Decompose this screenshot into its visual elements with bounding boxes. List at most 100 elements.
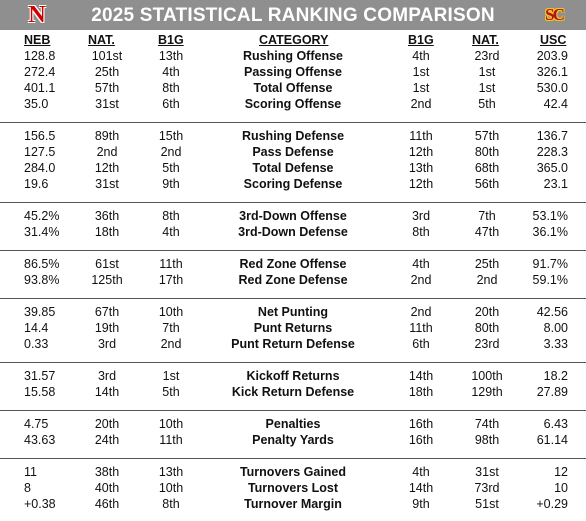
neb-national-rank: 57th <box>94 81 120 95</box>
usc-value: 42.4 <box>543 97 568 111</box>
neb-value: +0.38 <box>24 497 56 511</box>
usc-national-rank: 57th <box>474 129 500 143</box>
usc-logo-icon: SC <box>545 5 565 24</box>
neb-value: 8 <box>24 481 31 495</box>
neb-national-rank: 125th <box>91 273 123 287</box>
category-label: Turnovers Gained <box>239 465 347 479</box>
neb-value: 128.8 <box>24 49 56 63</box>
usc-b1g-rank: 4th <box>412 257 430 271</box>
category-label: Penalties <box>265 417 321 431</box>
category-label: Red Zone Defense <box>238 273 348 287</box>
neb-value: 31.4% <box>24 225 60 239</box>
nebraska-logo-icon: N <box>28 2 46 28</box>
neb-b1g-rank: 13th <box>158 465 184 479</box>
usc-national-rank: 25th <box>474 257 500 271</box>
neb-national-rank: 31st <box>95 177 119 191</box>
neb-value: 401.1 <box>24 81 56 95</box>
category-label: Passing Offense <box>244 65 342 79</box>
category-label: Red Zone Offense <box>239 257 347 271</box>
usc-value: 10 <box>554 481 568 495</box>
neb-b1g-rank: 8th <box>162 209 180 223</box>
category-label: Kick Return Defense <box>231 385 355 399</box>
section-divider <box>0 362 586 363</box>
section-divider <box>0 410 586 411</box>
neb-b1g-rank: 5th <box>162 161 180 175</box>
stat-section: 156.5 89th 15th Rushing Defense 11th 57th 136.… <box>0 128 586 192</box>
usc-b1g-rank: 3rd <box>411 209 431 223</box>
usc-value: 228.3 <box>536 145 568 159</box>
usc-b1g-rank: 13th <box>408 161 434 175</box>
usc-national-rank: 2nd <box>476 273 498 287</box>
neb-b1g-rank: 17th <box>158 273 184 287</box>
category-label: Punt Returns <box>253 321 333 335</box>
usc-national-rank: 1st <box>478 81 496 95</box>
category-label: Pass Defense <box>252 145 334 159</box>
neb-value: 45.2% <box>24 209 60 223</box>
usc-national-rank: 23rd <box>474 49 500 63</box>
neb-b1g-rank: 6th <box>162 97 180 111</box>
usc-value: 42.56 <box>536 305 568 319</box>
usc-national-rank: 7th <box>478 209 496 223</box>
neb-value: 272.4 <box>24 65 56 79</box>
table-row: 86.5% 61st 11th Red Zone Offense 4th 25th 91.7… <box>0 256 586 272</box>
neb-b1g-rank: 11th <box>159 433 183 447</box>
neb-national-rank: 18th <box>94 225 120 239</box>
usc-b1g-rank: 18th <box>408 385 434 399</box>
usc-value: 53.1% <box>532 209 568 223</box>
neb-value: 0.33 <box>24 337 49 351</box>
usc-value: 530.0 <box>536 81 568 95</box>
table-row: 0.33 3rd 2nd Punt Return Defense 6th 23rd 3.33 <box>0 336 586 352</box>
table-row: 31.4% 18th 4th 3rd-Down Defense 8th 47th 36.1% <box>0 224 586 240</box>
neb-national-rank: 19th <box>94 321 120 335</box>
usc-value: 36.1% <box>532 225 568 239</box>
table-row: 272.4 25th 4th Passing Offense 1st 1st 326.1 <box>0 64 586 80</box>
table-row: 43.63 24th 11th Penalty Yards 16th 98th 61.14 <box>0 432 586 448</box>
header-b1g-left: B1G <box>158 33 184 47</box>
neb-national-rank: 25th <box>94 65 120 79</box>
neb-b1g-rank: 2nd <box>160 145 182 159</box>
usc-b1g-rank: 1st <box>412 65 430 79</box>
section-divider <box>0 298 586 299</box>
usc-b1g-rank: 1st <box>412 81 430 95</box>
usc-b1g-rank: 4th <box>412 465 430 479</box>
table-row: 128.8 101st 13th Rushing Offense 4th 23rd 203.… <box>0 48 586 64</box>
usc-b1g-rank: 4th <box>412 49 430 63</box>
usc-national-rank: 80th <box>474 321 500 335</box>
usc-national-rank: 73rd <box>474 481 500 495</box>
usc-b1g-rank: 11th <box>409 129 433 143</box>
table-row: 31.57 3rd 1st Kickoff Returns 14th 100th 18.2 <box>0 368 586 384</box>
stat-section: 39.85 67th 10th Net Punting 2nd 20th 42.56 14.4… <box>0 304 586 352</box>
neb-value: 284.0 <box>24 161 56 175</box>
neb-value: 127.5 <box>24 145 56 159</box>
usc-b1g-rank: 2nd <box>410 305 432 319</box>
neb-national-rank: 40th <box>94 481 120 495</box>
table-row: 11 38th 13th Turnovers Gained 4th 31st 12 <box>0 464 586 480</box>
table-row: 45.2% 36th 8th 3rd-Down Offense 3rd 7th 53.1% <box>0 208 586 224</box>
usc-value: 59.1% <box>532 273 568 287</box>
neb-national-rank: 89th <box>94 129 120 143</box>
neb-national-rank: 12th <box>94 161 120 175</box>
usc-national-rank: 100th <box>471 369 503 383</box>
title-bar: N 2025 STATISTICAL RANKING COMPARISON SC <box>0 0 586 30</box>
table-row: 15.58 14th 5th Kick Return Defense 18th 129th… <box>0 384 586 400</box>
neb-value: 86.5% <box>24 257 60 271</box>
table-row: 284.0 12th 5th Total Defense 13th 68th 365.0 <box>0 160 586 176</box>
neb-b1g-rank: 13th <box>158 49 184 63</box>
header-nat-left: NAT. <box>88 33 115 47</box>
header-b1g-right: B1G <box>408 33 434 47</box>
usc-national-rank: 23rd <box>474 337 500 351</box>
stat-section: 4.75 20th 10th Penalties 16th 74th 6.43 43.63 24… <box>0 416 586 448</box>
usc-value: 203.9 <box>536 49 568 63</box>
neb-b1g-rank: 11th <box>159 257 183 271</box>
neb-value: 4.75 <box>24 417 49 431</box>
neb-b1g-rank: 15th <box>158 129 184 143</box>
section-divider <box>0 458 586 459</box>
category-label: Turnover Margin <box>244 497 342 511</box>
neb-b1g-rank: 7th <box>162 321 180 335</box>
category-label: Scoring Defense <box>243 177 343 191</box>
category-label: Punt Return Defense <box>231 337 355 351</box>
usc-national-rank: 31st <box>475 465 499 479</box>
category-label: Total Defense <box>252 161 334 175</box>
table-row: 4.75 20th 10th Penalties 16th 74th 6.43 <box>0 416 586 432</box>
neb-b1g-rank: 1st <box>162 369 180 383</box>
